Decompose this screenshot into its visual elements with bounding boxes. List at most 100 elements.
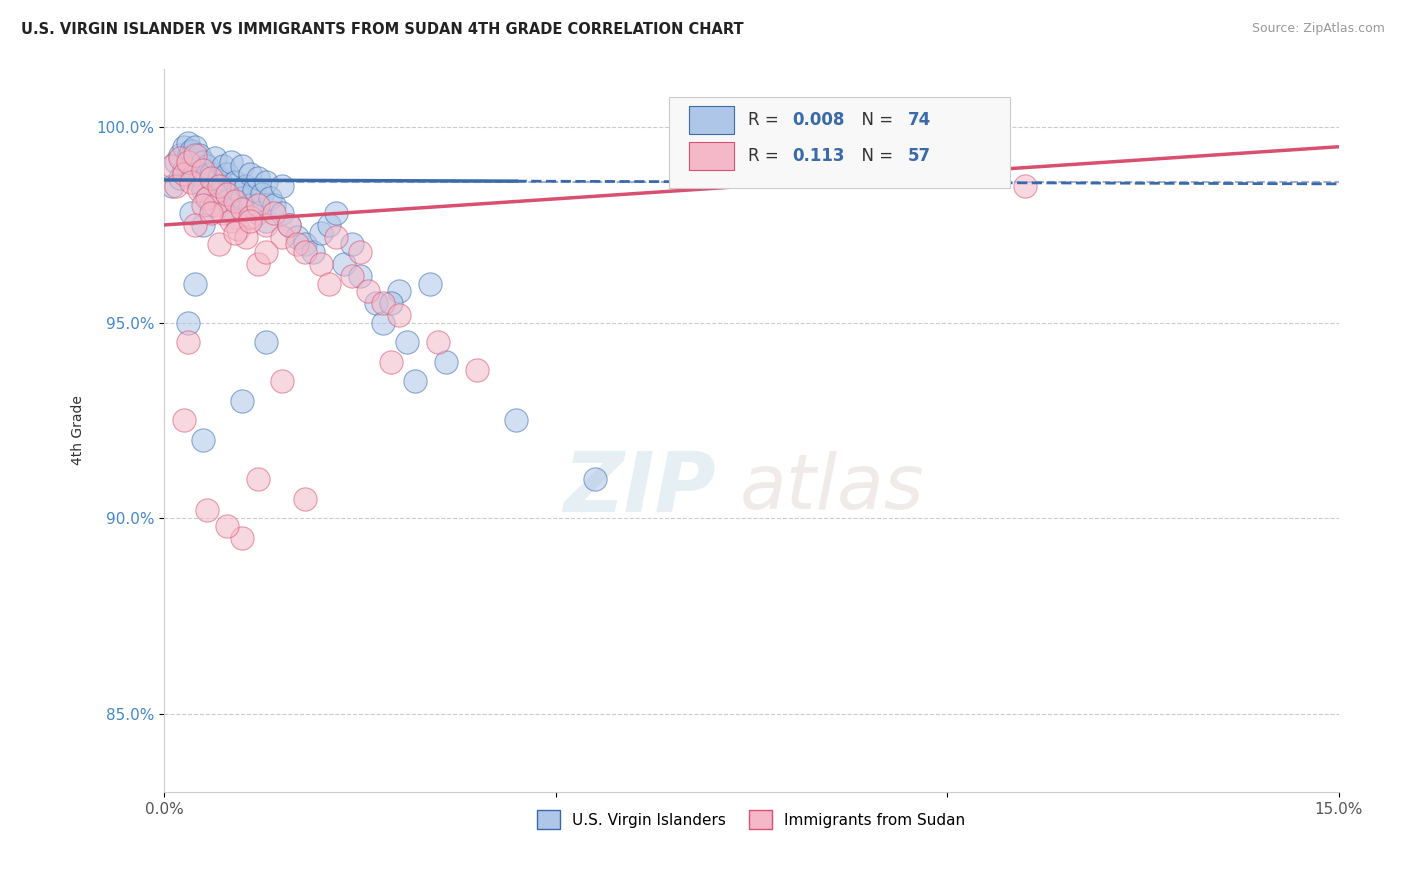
Point [231,531,253,545]
Point [169,147,191,161]
Point [176,136,198,150]
Point [193,433,215,447]
Point [208,186,231,201]
Point [211,206,233,220]
Point [215,167,238,181]
Text: R =: R = [748,147,789,165]
Point [224,175,246,189]
Point [200,167,222,181]
Point [285,237,308,252]
Text: U.S. VIRGIN ISLANDER VS IMMIGRANTS FROM SUDAN 4TH GRADE CORRELATION CHART: U.S. VIRGIN ISLANDER VS IMMIGRANTS FROM … [21,22,744,37]
Point [395,335,418,350]
Point [195,190,218,204]
Text: 57: 57 [908,147,931,165]
Point [259,190,281,204]
Point [200,171,222,186]
Point [219,202,242,217]
Point [228,222,250,236]
Point [247,171,270,186]
Point [173,163,195,178]
Point [349,245,371,260]
Point [176,316,198,330]
Point [583,472,606,486]
Point [294,245,316,260]
Point [434,355,457,369]
Point [180,206,202,220]
Point [254,335,277,350]
Point [239,198,262,212]
Text: R =: R = [748,111,785,128]
Point [184,167,207,181]
Point [388,285,411,299]
Point [278,218,301,232]
Point [235,178,257,193]
Point [180,159,202,173]
Point [224,210,246,224]
Point [193,163,215,178]
Text: N =: N = [851,111,898,128]
Point [318,218,340,232]
Point [169,152,191,166]
Point [263,206,285,220]
Point [211,178,233,193]
Point [309,257,332,271]
Point [180,144,202,158]
Text: ZIP: ZIP [564,448,716,529]
Point [235,229,257,244]
Point [169,171,191,186]
Point [419,277,441,291]
Point [204,198,226,212]
Point [160,178,183,193]
Point [294,491,316,506]
Point [404,375,426,389]
Point [219,155,242,169]
Point [333,257,356,271]
Text: N =: N = [851,147,898,165]
Point [173,167,195,181]
Point [193,183,215,197]
Point [247,257,270,271]
Point [165,178,187,193]
Text: 0.113: 0.113 [793,147,845,165]
Legend: U.S. Virgin Islanders, Immigrants from Sudan: U.S. Virgin Islanders, Immigrants from S… [531,804,972,835]
Point [270,229,292,244]
Point [208,171,231,186]
Point [180,175,202,189]
Point [254,245,277,260]
Point [318,277,340,291]
Point [215,194,238,209]
Point [340,268,363,283]
Point [176,152,198,166]
Point [231,393,253,408]
Point [188,183,211,197]
Point [224,226,246,240]
Point [254,218,277,232]
Point [211,159,233,173]
Point [270,206,292,220]
Point [247,472,270,486]
Point [188,175,211,189]
Point [188,147,211,161]
FancyBboxPatch shape [669,97,1010,188]
Point [239,167,262,181]
Point [364,296,387,310]
Point [208,178,231,193]
FancyBboxPatch shape [689,143,734,169]
Point [195,159,218,173]
Point [195,503,218,517]
Point [176,335,198,350]
Point [176,155,198,169]
Point [349,268,371,283]
Point [200,198,222,212]
Point [270,178,292,193]
Point [173,413,195,427]
Point [165,155,187,169]
Point [1014,178,1036,193]
Point [380,296,402,310]
Point [195,190,218,204]
Point [427,335,450,350]
Point [208,237,231,252]
Point [231,202,253,217]
Point [224,194,246,209]
Point [204,152,226,166]
